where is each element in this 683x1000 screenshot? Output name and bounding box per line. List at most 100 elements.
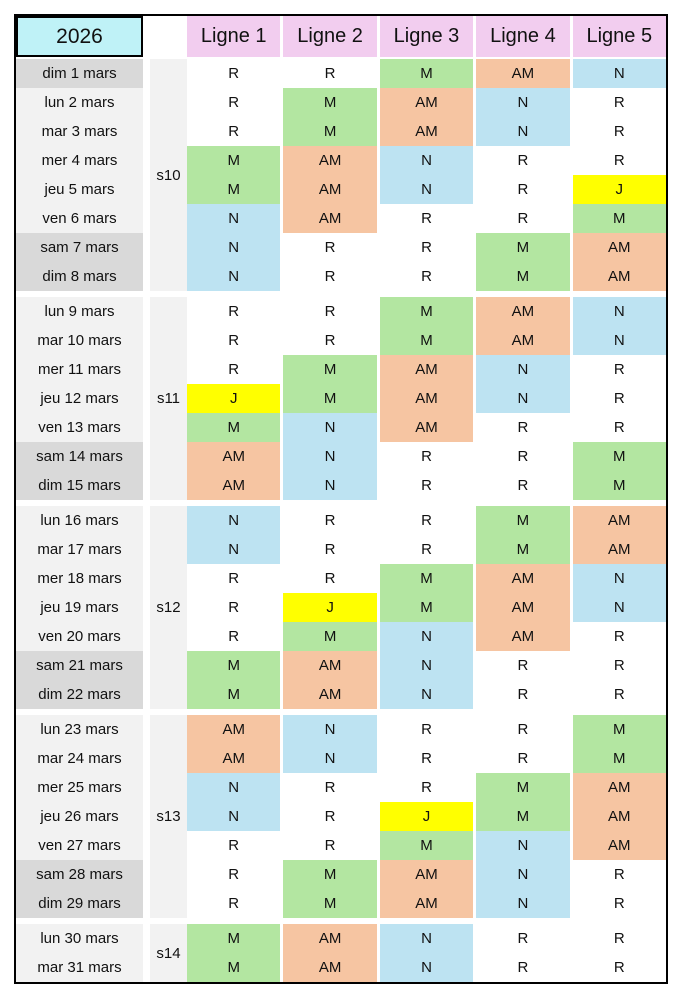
shift-cell: R xyxy=(572,651,666,680)
shift-cell: N xyxy=(283,413,377,442)
shift-cell: AM xyxy=(572,773,666,802)
shift-cell: AM xyxy=(572,262,666,291)
shift-cell: R xyxy=(379,442,474,471)
week-block: lun 16 mars mar 17 mars mer 18 mars jeu 19 … xyxy=(16,506,666,709)
date-label: mar 17 mars xyxy=(16,535,143,564)
week-number-label: s11 xyxy=(150,297,187,500)
shift-cell: M xyxy=(572,744,666,773)
shift-cell: M xyxy=(283,355,377,384)
shift-cell: N xyxy=(476,860,570,889)
shift-cell: R xyxy=(379,773,474,802)
shift-cell: N xyxy=(476,117,570,146)
shift-cell: R xyxy=(187,117,281,146)
shift-cell: N xyxy=(283,715,377,744)
schedule-sheet: 2026 Ligne 1 Ligne 2 Ligne 3 Ligne 4 Lig… xyxy=(14,14,668,984)
shift-cell: N xyxy=(476,88,570,117)
shift-cell: AM xyxy=(572,535,666,564)
shift-cell: M xyxy=(187,924,281,953)
shift-cell: N xyxy=(187,802,281,831)
shift-cell: M xyxy=(379,831,474,860)
shift-cell: M xyxy=(187,953,281,982)
date-label: dim 8 mars xyxy=(16,262,143,291)
shift-cell: N xyxy=(187,773,281,802)
shift-cell: N xyxy=(187,233,281,262)
schedule-body: dim 1 mars lun 2 mars mar 3 mars mer 4 mars… xyxy=(16,59,666,982)
shift-cell: N xyxy=(283,442,377,471)
shift-cell: N xyxy=(187,506,281,535)
shift-cell: R xyxy=(379,506,474,535)
header-row: 2026 Ligne 1 Ligne 2 Ligne 3 Ligne 4 Lig… xyxy=(16,16,666,57)
shift-cell: N xyxy=(379,924,474,953)
week-number-label: s14 xyxy=(150,924,187,982)
shift-cell: R xyxy=(187,297,281,326)
shift-cell: R xyxy=(572,88,666,117)
shift-cell: R xyxy=(187,889,281,918)
shift-cell: AM xyxy=(572,802,666,831)
shift-cell: M xyxy=(379,297,474,326)
shift-cell: R xyxy=(476,651,570,680)
shift-cell: AM xyxy=(379,889,474,918)
shift-cell: AM xyxy=(379,413,474,442)
date-label: mar 31 mars xyxy=(16,953,143,982)
shift-cell: R xyxy=(283,326,377,355)
shift-cell: N xyxy=(572,326,666,355)
shift-cell: R xyxy=(572,384,666,413)
date-label: dim 22 mars xyxy=(16,680,143,709)
shift-cell: R xyxy=(476,442,570,471)
shift-cell: R xyxy=(572,413,666,442)
date-label: mer 11 mars xyxy=(16,355,143,384)
shift-cell: R xyxy=(283,773,377,802)
shift-cell: N xyxy=(379,953,474,982)
date-label: jeu 5 mars xyxy=(16,175,143,204)
shift-cell: J xyxy=(187,384,281,413)
shift-cell: J xyxy=(379,802,474,831)
shift-cell: M xyxy=(476,773,570,802)
shift-cell: N xyxy=(379,622,474,651)
shift-cell: M xyxy=(187,651,281,680)
date-label: mar 10 mars xyxy=(16,326,143,355)
shift-cell: M xyxy=(476,233,570,262)
shift-cell: N xyxy=(572,593,666,622)
shift-cell: R xyxy=(283,831,377,860)
shift-cell: R xyxy=(283,233,377,262)
shift-cell: AM xyxy=(379,117,474,146)
date-label: mar 3 mars xyxy=(16,117,143,146)
shift-cell: M xyxy=(379,59,474,88)
shift-cell: N xyxy=(476,831,570,860)
shift-cell: R xyxy=(187,88,281,117)
shift-cell: R xyxy=(476,744,570,773)
shift-cell: R xyxy=(283,802,377,831)
shift-cell: N xyxy=(187,535,281,564)
week-number-label: s13 xyxy=(150,715,187,918)
shift-cell: R xyxy=(572,860,666,889)
shift-cell: R xyxy=(572,924,666,953)
date-label: lun 2 mars xyxy=(16,88,143,117)
shift-cell: M xyxy=(283,88,377,117)
shift-cell: M xyxy=(572,442,666,471)
shift-cell: R xyxy=(476,953,570,982)
shift-cell: R xyxy=(379,204,474,233)
shift-cell: AM xyxy=(187,442,281,471)
shift-cell: M xyxy=(476,535,570,564)
shift-cell: N xyxy=(283,471,377,500)
shift-cell: R xyxy=(187,831,281,860)
shift-cell: R xyxy=(476,413,570,442)
date-label: lun 23 mars xyxy=(16,715,143,744)
shift-cell: AM xyxy=(476,593,570,622)
shift-cell: R xyxy=(379,471,474,500)
shift-cell: M xyxy=(476,506,570,535)
shift-cell: R xyxy=(379,262,474,291)
shift-cell: AM xyxy=(283,680,377,709)
shift-cell: AM xyxy=(379,88,474,117)
shift-cell: R xyxy=(283,297,377,326)
shift-cell: AM xyxy=(476,297,570,326)
shift-cell: N xyxy=(379,146,474,175)
shift-cell: AM xyxy=(283,651,377,680)
shift-cell: N xyxy=(379,175,474,204)
date-label: lun 9 mars xyxy=(16,297,143,326)
shift-cell: AM xyxy=(187,471,281,500)
shift-cell: AM xyxy=(283,146,377,175)
shift-cell: J xyxy=(572,175,666,204)
shift-cell: M xyxy=(283,117,377,146)
shift-cell: R xyxy=(572,953,666,982)
